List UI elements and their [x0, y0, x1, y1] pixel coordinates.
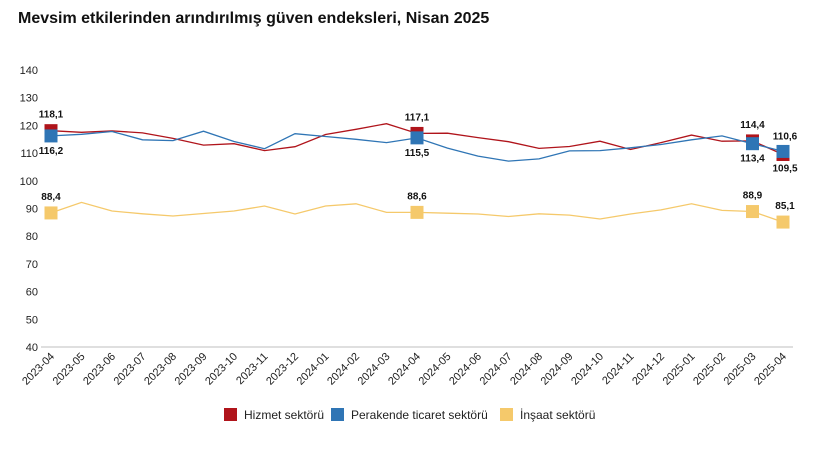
x-tick-label: 2023-07 [112, 351, 149, 388]
y-tick-label: 70 [26, 259, 38, 271]
x-tick-label: 2024-12 [630, 351, 667, 388]
data-label: 88,6 [407, 191, 427, 202]
data-label: 85,1 [775, 201, 795, 212]
y-tick-label: 80 [26, 231, 38, 243]
y-tick-label: 130 [20, 93, 38, 105]
x-tick-label: 2025-02 [691, 351, 728, 388]
x-tick-label: 2023-12 [264, 351, 301, 388]
y-tick-label: 40 [26, 342, 38, 354]
series-marker-3 [746, 205, 759, 219]
data-label: 115,5 [405, 148, 430, 159]
legend-label-3: İnşaat sektörü [520, 408, 595, 422]
x-tick-label: 2023-08 [142, 351, 179, 388]
data-label: 109,5 [772, 163, 797, 174]
series-marker-3 [410, 205, 424, 219]
chart-title: Mevsim etkilerinden arındırılmış güven e… [18, 10, 490, 27]
x-tick-label: 2023-10 [203, 351, 240, 388]
x-tick-label: 2024-04 [386, 351, 423, 388]
legend-label-1: Hizmet sektörü [244, 408, 324, 422]
x-tick-label: 2024-07 [478, 351, 515, 388]
data-label: 88,4 [41, 192, 61, 203]
series-marker-3 [776, 215, 790, 229]
data-label: 110,6 [773, 131, 798, 142]
series-marker-3 [44, 206, 58, 220]
x-tick-label: 2025-03 [722, 351, 759, 388]
data-label: 117,1 [405, 112, 430, 123]
series-marker-2 [44, 129, 58, 143]
legend-swatch-1 [224, 408, 237, 421]
y-tick-label: 90 [26, 204, 38, 216]
y-tick-label: 140 [20, 65, 38, 77]
data-label: 116,2 [39, 146, 64, 157]
y-tick-label: 110 [20, 148, 38, 160]
x-tick-label: 2024-03 [356, 351, 393, 388]
x-tick-label: 2024-02 [325, 351, 362, 388]
data-label: 113,4 [740, 154, 765, 165]
x-tick-label: 2024-08 [508, 351, 545, 388]
series-marker-2 [410, 131, 424, 145]
legend-swatch-2 [331, 408, 344, 421]
y-tick-label: 100 [20, 176, 38, 188]
y-tick-label: 60 [26, 287, 38, 299]
x-tick-label: 2023-04 [20, 351, 57, 388]
legend-swatch-3 [500, 408, 513, 421]
x-tick-label: 2025-01 [661, 351, 698, 388]
data-label: 118,1 [39, 110, 64, 121]
x-tick-label: 2025-04 [752, 351, 789, 388]
x-tick-label: 2023-06 [81, 351, 118, 388]
legend-label-2: Perakende ticaret sektörü [351, 408, 488, 422]
x-tick-label: 2024-10 [569, 351, 606, 388]
y-tick-label: 50 [26, 314, 38, 326]
x-tick-label: 2024-06 [447, 351, 484, 388]
x-tick-label: 2023-05 [51, 351, 88, 388]
y-tick-label: 120 [20, 120, 38, 132]
x-tick-label: 2024-05 [417, 351, 454, 388]
series-marker-2 [746, 137, 759, 151]
x-tick-label: 2024-01 [295, 351, 332, 388]
data-label: 114,4 [740, 120, 765, 131]
x-tick-label: 2024-09 [539, 351, 576, 388]
data-label: 88,9 [743, 191, 763, 202]
series-marker-2 [776, 144, 790, 158]
x-tick-label: 2023-09 [173, 351, 210, 388]
